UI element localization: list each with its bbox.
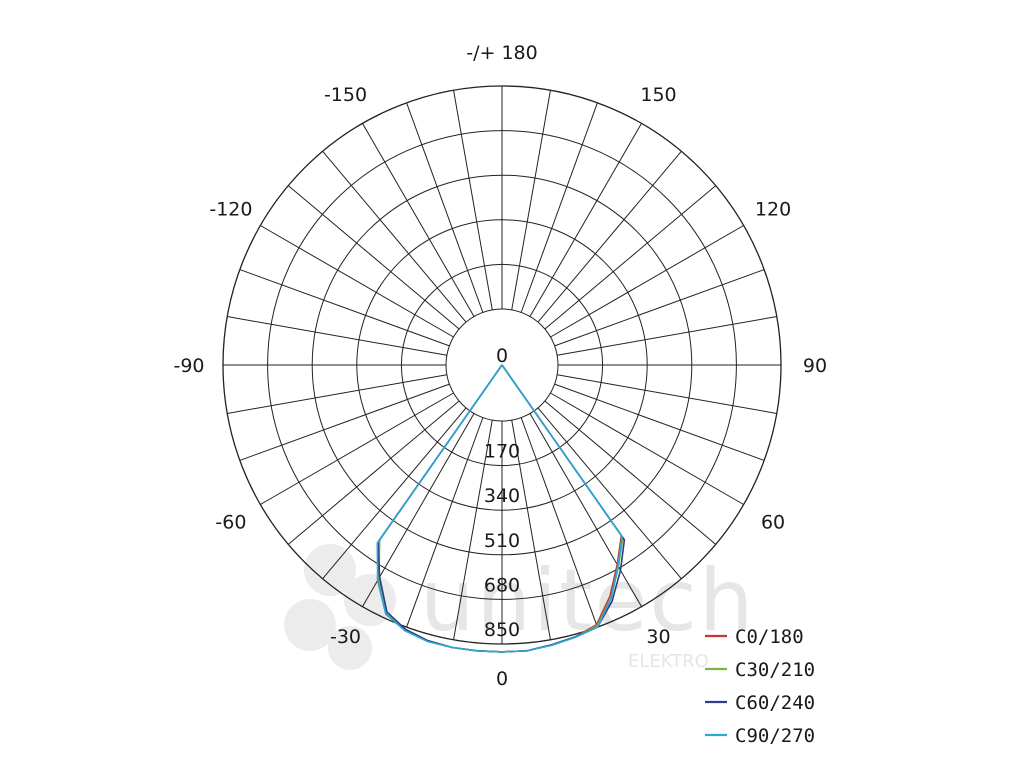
angle-label-180: -/+ 180 <box>466 42 537 64</box>
grid-spoke-20 <box>520 417 598 628</box>
grid-spoke-240 <box>260 225 454 338</box>
grid-spoke-140 <box>537 150 682 323</box>
grid-spoke-110 <box>554 269 765 347</box>
angle-label-60: 60 <box>761 512 785 534</box>
angle-label-150: 150 <box>640 84 676 106</box>
grid-spoke-30 <box>529 413 642 607</box>
grid-spoke-310 <box>287 400 460 545</box>
legend-label-C0-180: C0/180 <box>735 626 804 648</box>
grid-spoke-230 <box>287 185 460 330</box>
grid-spoke-260 <box>227 316 447 356</box>
angle-label--150: -150 <box>324 84 367 106</box>
radial-tick-label-680: 680 <box>484 574 520 596</box>
grid-spoke-290 <box>239 383 450 461</box>
grid-spoke-70 <box>554 383 765 461</box>
radial-center-label: 0 <box>496 345 508 367</box>
angle-label--90: -90 <box>173 355 204 377</box>
legend-label-C30-210: C30/210 <box>735 659 815 681</box>
watermark-text: unitech <box>420 551 755 651</box>
grid-spoke-60 <box>550 392 744 505</box>
grid-spoke-50 <box>544 400 717 545</box>
angle-label--60: -60 <box>215 512 246 534</box>
grid-spoke-130 <box>544 185 717 330</box>
grid-spoke-250 <box>239 269 450 347</box>
grid-spoke-220 <box>322 150 467 323</box>
grid-spoke-150 <box>529 123 642 317</box>
radial-tick-label-170: 170 <box>484 441 520 463</box>
grid-spoke-350 <box>453 420 493 640</box>
polar-grid <box>222 85 782 645</box>
grid-spoke-120 <box>550 225 744 338</box>
grid-spoke-280 <box>227 374 447 414</box>
grid-spoke-300 <box>260 392 454 505</box>
grid-spoke-160 <box>520 102 598 313</box>
legend: C0/180 C30/210 C60/240 C90/270 <box>705 626 815 747</box>
grid-spoke-210 <box>362 123 475 317</box>
grid-spoke-200 <box>406 102 484 313</box>
grid-spoke-330 <box>362 413 475 607</box>
series-layer <box>376 364 626 653</box>
angle-label-90: 90 <box>803 355 827 377</box>
series-line-C90-270 <box>376 364 623 653</box>
legend-label-C90-270: C90/270 <box>735 725 815 747</box>
angle-label-0: 0 <box>496 668 508 690</box>
angle-label--30: -30 <box>330 626 361 648</box>
watermark-subtext: ELEKTRO <box>628 651 709 672</box>
grid-spoke-80 <box>557 374 777 414</box>
radial-tick-label-510: 510 <box>484 530 520 552</box>
grid-spoke-190 <box>453 90 493 310</box>
watermark: unitech ELEKTRO <box>284 544 755 672</box>
grid-spoke-170 <box>511 90 551 310</box>
labels-layer: -/+ 180 150 -150 120 -120 90 -90 60 -60 30 -30 0 0 17… <box>173 42 827 690</box>
grid-spoke-100 <box>557 316 777 356</box>
grid-spoke-320 <box>322 407 467 580</box>
radial-tick-label-850: 850 <box>484 619 520 641</box>
legend-label-C60-240: C60/240 <box>735 692 815 714</box>
grid-spoke-10 <box>511 420 551 640</box>
grid-spoke-340 <box>406 417 484 628</box>
watermark-logo-icon <box>284 544 396 670</box>
angle-label--120: -120 <box>209 199 252 221</box>
grid-spoke-40 <box>537 407 682 580</box>
angle-label-120: 120 <box>755 199 791 221</box>
angle-label-30: 30 <box>646 626 670 648</box>
radial-tick-label-340: 340 <box>484 485 520 507</box>
